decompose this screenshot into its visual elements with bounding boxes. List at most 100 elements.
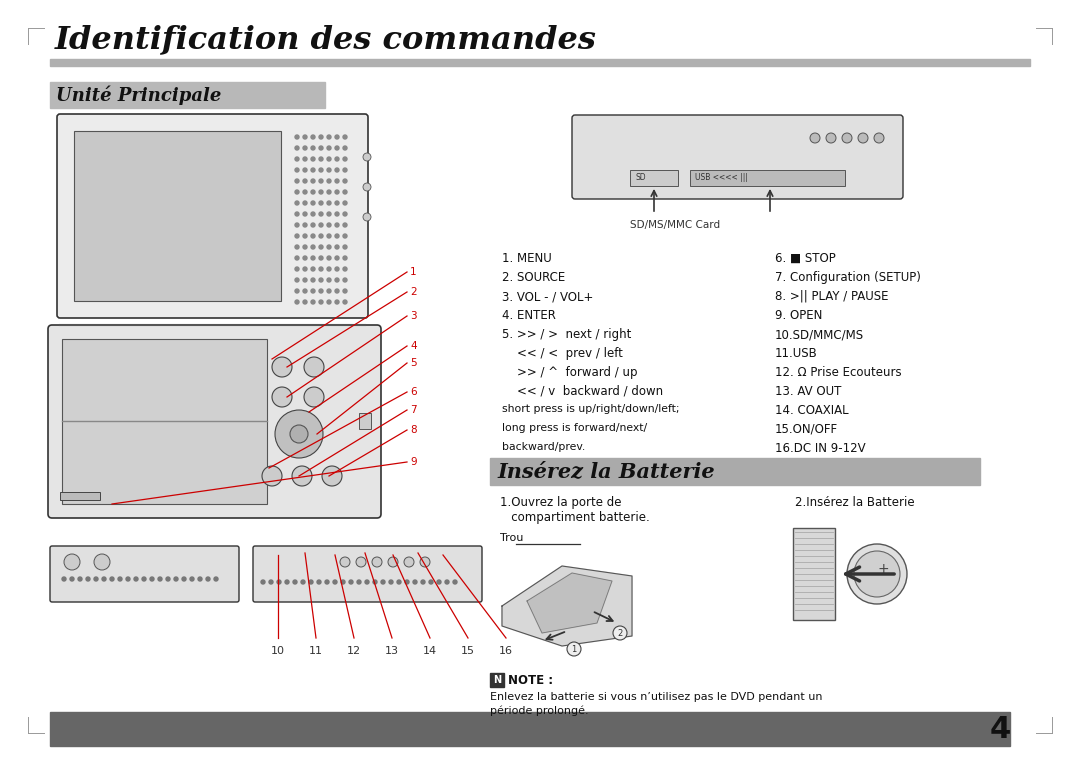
Text: 11.USB: 11.USB [775, 347, 818, 360]
Text: Insérez la Batterie: Insérez la Batterie [497, 461, 715, 482]
Circle shape [343, 135, 347, 139]
Circle shape [295, 223, 299, 227]
Circle shape [335, 223, 339, 227]
Text: backward/prev.: backward/prev. [502, 442, 585, 452]
Circle shape [335, 300, 339, 304]
Circle shape [363, 213, 372, 221]
Text: 14. COAXIAL: 14. COAXIAL [775, 404, 849, 417]
Text: 16.DC IN 9-12V: 16.DC IN 9-12V [775, 442, 866, 455]
Circle shape [295, 190, 299, 194]
Circle shape [158, 577, 162, 581]
Circle shape [110, 577, 114, 581]
Circle shape [343, 300, 347, 304]
Circle shape [303, 223, 307, 227]
Circle shape [381, 580, 384, 584]
Circle shape [311, 289, 315, 293]
Circle shape [335, 212, 339, 216]
Circle shape [295, 234, 299, 238]
FancyBboxPatch shape [48, 325, 381, 518]
Text: SD: SD [635, 174, 646, 183]
Text: short press is up/right/down/left;: short press is up/right/down/left; [502, 404, 679, 414]
Circle shape [343, 256, 347, 260]
Circle shape [262, 466, 282, 486]
Polygon shape [527, 573, 612, 633]
Circle shape [311, 157, 315, 161]
Circle shape [343, 212, 347, 216]
Circle shape [356, 557, 366, 567]
Text: NOTE :: NOTE : [508, 673, 553, 686]
Circle shape [373, 580, 377, 584]
Circle shape [327, 300, 330, 304]
Circle shape [301, 580, 305, 584]
Circle shape [272, 357, 292, 377]
Circle shape [372, 557, 382, 567]
Text: 9: 9 [410, 457, 417, 467]
Circle shape [295, 256, 299, 260]
Circle shape [303, 387, 324, 407]
Circle shape [183, 577, 186, 581]
Circle shape [269, 580, 273, 584]
Circle shape [365, 580, 369, 584]
Circle shape [405, 580, 409, 584]
Text: 1.Ouvrez la porte de: 1.Ouvrez la porte de [500, 496, 621, 509]
Text: 12: 12 [347, 646, 361, 656]
Circle shape [311, 256, 315, 260]
Circle shape [319, 234, 323, 238]
Circle shape [429, 580, 433, 584]
Circle shape [102, 577, 106, 581]
Circle shape [343, 190, 347, 194]
Circle shape [303, 256, 307, 260]
Text: << / <  prev / left: << / < prev / left [502, 347, 623, 360]
Circle shape [327, 245, 330, 249]
Circle shape [327, 168, 330, 172]
Circle shape [335, 146, 339, 150]
Circle shape [335, 179, 339, 183]
Bar [793, 528, 835, 620]
Polygon shape [502, 566, 632, 646]
Circle shape [343, 157, 347, 161]
Circle shape [810, 133, 820, 143]
Circle shape [319, 179, 323, 183]
Circle shape [343, 289, 347, 293]
Circle shape [311, 190, 315, 194]
Circle shape [319, 245, 323, 249]
Circle shape [343, 179, 347, 183]
Circle shape [295, 146, 299, 150]
Text: 15: 15 [461, 646, 475, 656]
Circle shape [311, 179, 315, 183]
Circle shape [303, 267, 307, 271]
Text: Identification des commandes: Identification des commandes [55, 24, 597, 55]
Circle shape [335, 256, 339, 260]
Circle shape [86, 577, 90, 581]
Circle shape [150, 577, 154, 581]
Text: 3: 3 [410, 311, 417, 321]
Bar [490, 673, 504, 687]
Circle shape [319, 267, 323, 271]
Circle shape [322, 466, 342, 486]
Circle shape [343, 234, 347, 238]
Circle shape [319, 201, 323, 205]
Circle shape [325, 580, 329, 584]
Bar [490, 458, 980, 485]
Circle shape [319, 278, 323, 282]
Circle shape [327, 179, 330, 183]
Circle shape [62, 577, 66, 581]
Circle shape [303, 201, 307, 205]
Circle shape [292, 466, 312, 486]
Circle shape [858, 133, 868, 143]
Circle shape [437, 580, 441, 584]
Circle shape [118, 577, 122, 581]
Circle shape [285, 580, 289, 584]
Circle shape [261, 580, 265, 584]
Circle shape [327, 146, 330, 150]
Circle shape [319, 256, 323, 260]
Text: 12. Ω Prise Ecouteurs: 12. Ω Prise Ecouteurs [775, 366, 902, 379]
Circle shape [327, 289, 330, 293]
Circle shape [335, 278, 339, 282]
Circle shape [319, 289, 323, 293]
Circle shape [303, 357, 324, 377]
Text: 4: 4 [410, 341, 417, 351]
Bar [60, 492, 100, 500]
Text: SD/MS/MMC Card: SD/MS/MMC Card [630, 220, 720, 230]
Circle shape [567, 642, 581, 656]
